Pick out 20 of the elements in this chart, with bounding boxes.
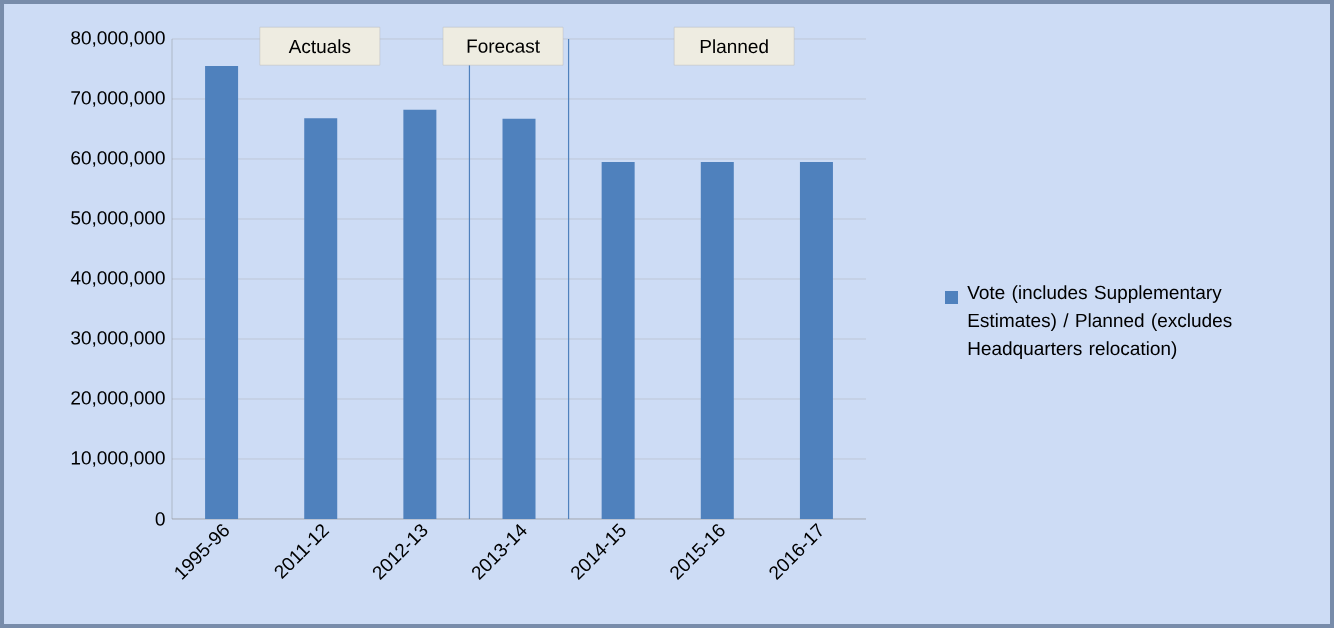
bar [799,161,833,519]
bar [700,161,734,519]
bar [304,118,338,519]
y-tick-label: 30,000,000 [71,331,165,347]
y-tick-label: 10,000,000 [71,451,165,467]
annotation: Actuals [288,39,351,54]
annotation: Planned [700,39,768,54]
legend-label: Vote (includes Supplementary Estimates) / Planned (excludes Headquarters relocation) [967,285,1232,359]
y-tick-label: 40,000,000 [70,271,165,287]
bar [601,161,635,519]
bar [403,109,437,519]
annotation: Forecast [467,39,540,53]
y-tick-label: 70,000,000 [71,91,165,107]
y-tick-label: 80,000,000 [71,31,165,47]
bar [502,118,536,519]
y-tick-label: 50,000,000 [71,211,165,227]
y-tick-label: 60,000,000 [71,151,165,167]
y-tick-label: 20,000,000 [71,391,165,407]
y-tick-label: 0 [155,512,165,526]
bar [205,65,239,519]
